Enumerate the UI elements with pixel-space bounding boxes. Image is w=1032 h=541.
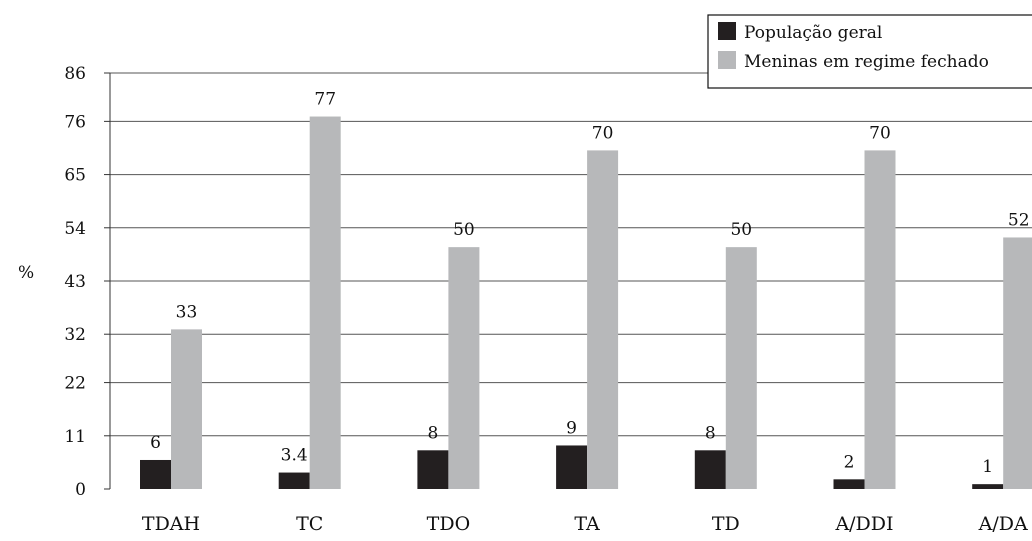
data-label-meninas-em-regime-fechado-tdo: 50	[453, 220, 475, 240]
bars	[140, 116, 1032, 489]
legend-label-meninas-em-regime-fechado: Meninas em regime fechado	[744, 52, 989, 72]
bar-meninas-em-regime-fechado-td	[725, 247, 757, 489]
x-category-a-ddi: A/DDI	[834, 513, 893, 535]
x-category-ta: TA	[574, 513, 600, 535]
legend-swatch-meninas-em-regime-fechado	[718, 51, 736, 69]
legend-swatch-populacao-geral	[718, 22, 736, 40]
legend-label-populacao-geral: População geral	[744, 23, 882, 43]
bar-popula-o-geral-tdah	[140, 459, 171, 489]
bar-meninas-em-regime-fechado-tdo	[448, 247, 480, 489]
data-label-popula-o-geral-tdah: 6	[150, 433, 161, 453]
data-label-meninas-em-regime-fechado-td: 50	[730, 220, 752, 240]
y-tick-label: 43	[64, 272, 86, 292]
data-label-meninas-em-regime-fechado-ta: 70	[592, 123, 614, 143]
data-label-meninas-em-regime-fechado-tdah: 33	[176, 302, 198, 322]
data-label-popula-o-geral-ta: 9	[566, 418, 577, 438]
bar-meninas-em-regime-fechado-ta	[587, 150, 619, 489]
y-tick-label: 54	[64, 219, 86, 239]
x-category-tdo: TDO	[427, 513, 470, 535]
y-tick-label: 0	[75, 480, 86, 500]
bar-meninas-em-regime-fechado-a-da	[1003, 237, 1032, 489]
x-category-tdah: TDAH	[142, 513, 200, 535]
data-label-popula-o-geral-tc: 3.4	[281, 446, 308, 466]
y-tick-label: 86	[64, 64, 86, 84]
y-axis-label: %	[18, 263, 34, 283]
data-label-meninas-em-regime-fechado-a-da: 52	[1008, 210, 1030, 230]
x-category-a-da: A/DA	[978, 513, 1028, 535]
bar-meninas-em-regime-fechado-tc	[309, 116, 341, 489]
bar-popula-o-geral-a-da	[972, 484, 1004, 489]
bar-popula-o-geral-td	[694, 450, 726, 489]
data-label-meninas-em-regime-fechado-tc: 77	[314, 90, 336, 110]
y-axis-ticks: 86 76 65 54 43 32 22 11 0	[64, 64, 86, 500]
legend: População geral Meninas em regime fechad…	[707, 14, 1032, 89]
bar-meninas-em-regime-fechado-tdah	[171, 329, 202, 489]
bar-popula-o-geral-tdo	[417, 450, 449, 489]
bar-popula-o-geral-tc	[278, 472, 310, 489]
data-label-popula-o-geral-tdo: 8	[427, 423, 438, 443]
data-labels: 6 33 3.4 77 8 50 9 70 8 50 2 70 1 52	[150, 90, 1029, 478]
x-category-td: TD	[712, 513, 740, 535]
y-tick-label: 32	[64, 325, 86, 345]
y-tick-label: 22	[64, 374, 86, 394]
data-label-meninas-em-regime-fechado-a-ddi: 70	[869, 123, 891, 143]
legend-box	[707, 14, 1032, 89]
y-tick-label: 76	[64, 112, 86, 132]
data-label-popula-o-geral-a-ddi: 2	[844, 452, 855, 472]
bar-popula-o-geral-ta	[556, 445, 588, 489]
x-axis-categories: TDAH TC TDO TA TD A/DDI A/DA	[142, 513, 1028, 535]
bar-popula-o-geral-a-ddi	[833, 479, 865, 489]
data-label-popula-o-geral-a-da: 1	[982, 457, 993, 477]
y-tick-label: 65	[64, 166, 86, 186]
x-category-tc: TC	[296, 513, 323, 535]
bar-meninas-em-regime-fechado-a-ddi	[864, 150, 896, 489]
y-tick-label: 11	[64, 427, 86, 447]
data-label-popula-o-geral-td: 8	[705, 423, 716, 443]
